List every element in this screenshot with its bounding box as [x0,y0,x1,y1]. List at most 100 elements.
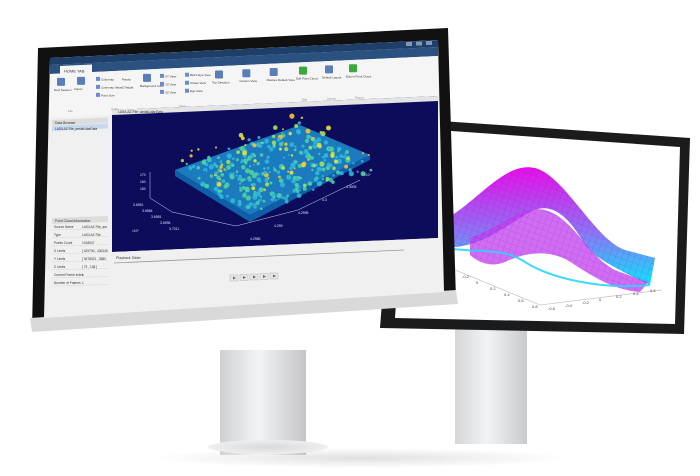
toolstrip-group-label: Color [111,107,118,111]
playback-controls [229,272,279,282]
toolstrip-icon [77,76,85,85]
toolstrip-button-colormap[interactable]: Colormap Parula [96,76,131,82]
toolstrip-button-import[interactable]: Import [74,76,85,91]
prev-icon[interactable] [239,274,249,281]
toolstrip-button-label: Export Point Cloud [346,74,371,78]
toolstrip-button-label: Edit Point Cloud [296,77,318,81]
playback-slider-track[interactable] [113,249,405,264]
playback-panel [112,238,438,300]
toolstrip-button-label: Custom View [239,79,257,83]
viewer-tab-strip [112,96,438,115]
first-icon[interactable] [229,274,239,282]
y-exponent-label: ×10⁶ [364,173,371,177]
toolstrip-button-ego-view[interactable]: Ego View [185,88,203,94]
toolstrip-button-new-session[interactable]: New Session [54,77,72,92]
z-tick-label: 160 [140,180,146,184]
z-tick-label: 170 [140,173,146,177]
last-icon[interactable] [269,272,279,280]
toolstrip-button-top-direction[interactable]: Top Direction [212,70,230,84]
app-window: HOME TAB New Session Import File Colormap Pa… [44,40,444,318]
info-row-value: 1 [82,273,84,277]
toolstrip-group-views: XY View YZ View XZ View Bird's Eye View Chas… [160,72,212,108]
info-panel-header [52,216,108,224]
data-browser-item-label: LAS/LAZ File_aerialLidarData [55,127,97,131]
toolstrip-group-label: View [179,104,186,108]
toolstrip-item-label: XY View [165,74,177,78]
minimize-button[interactable] [406,42,412,46]
toolstrip-button-restore-default-view[interactable]: Restore Default View [267,67,296,82]
tab-home[interactable] [60,64,92,75]
info-panel-title: Point Cloud Information [55,219,91,223]
maximize-button[interactable] [416,41,422,46]
toolstrip-button-label: Background Color [140,84,164,88]
info-row-key: Current Frame Index [54,273,84,277]
toolstrip-item-label: Point Size [101,93,115,97]
info-row-key: X Limits [54,249,66,253]
info-row: X Limits [ 429740 , 430145 [51,249,109,255]
toolstrip-item-value[interactable]: Parula [122,77,131,81]
x-tick-label: 3.6951 [133,203,143,207]
toolstrip-button-point-size[interactable]: Point Size [96,92,115,98]
play-icon[interactable] [249,273,259,281]
toolstrip-item-value[interactable]: Z Height [122,85,134,89]
toolstrip-button-label: Top Direction [212,80,230,84]
x-tick-label: 3.6981 [151,215,161,219]
toolstrip-icon [160,89,164,94]
toolstrip-group-custom: Top Direction Custom View Restore Default … [212,67,296,84]
toolstrip-group-label: Edit [302,98,307,102]
info-row: Points Count 1018047 [51,241,109,247]
info-row-value: 1018047 [82,241,95,245]
toolstrip-button-chase-view[interactable]: Chase View [185,80,207,86]
info-row: Y Limits [ 3678021 , 3680 [51,257,109,263]
info-row-key: Z Limits [54,265,66,269]
back-monitor-stand [455,326,527,444]
y-tick-label: 4.3 [322,198,327,202]
info-row-value: [ 429740 , 430145 [82,249,108,253]
toolstrip-group-label: File [68,109,73,113]
toolstrip-group-label: Export [355,95,364,99]
toolstrip-button-edit-point-cloud[interactable]: Edit Point Cloud [296,66,318,81]
toolstrip-button-label: New Session [54,88,72,92]
viewer-axes: 170 160 150 3.6951 3.6966 3.6981 3.6996 3.7011 4… [132,172,371,241]
window-controls [406,41,432,46]
toolstrip-button-bird-s-eye-view[interactable]: Bird's Eye View [185,72,212,78]
toolstrip-button-default-layout[interactable]: Default Layout [322,65,342,79]
toolstrip-icon [96,76,100,81]
toolstrip-icon [96,84,100,89]
x-tick-label: 3.7011 [169,227,179,231]
toolstrip-button-colormap-value[interactable]: Colormap Value Z Height [96,84,134,90]
data-browser-item[interactable] [52,123,108,132]
toolstrip-icon [215,70,223,79]
point-cloud [175,113,373,222]
toolstrip-button-yz-view[interactable]: YZ View [160,81,177,87]
toolstrip-icon [299,66,307,75]
toolstrip-icon [185,72,189,77]
toolstrip-group-colormap: Colormap Parula Colormap Value Z Height Poin… [96,76,134,111]
x-tick-label: 3.6996 [160,221,170,225]
x-exponent-label: ×10⁵ [132,229,139,233]
y-tick-label: 4.2995 [298,211,308,215]
title-bar [50,40,438,65]
z-tick-label: 150 [140,187,146,191]
toolstrip-button-background-color[interactable]: Background Color [140,73,164,88]
toolstrip-group-label: Layout [327,96,336,100]
y-tick-label: 4.2985 [250,237,260,241]
info-row-key: Number of Frames [54,281,81,285]
close-button[interactable] [426,41,432,45]
info-row-value: 1 [82,281,84,285]
toolstrip-group-file: New Session Import File [54,76,85,113]
info-row: Source Name LAS/LAZ File_aer [51,225,108,231]
viewer-tab-label[interactable]: LAS/LAZ File: aerialLidarData [118,110,163,114]
x-tick-label: 3.6966 [142,209,152,213]
toolstrip-button-label: Default Layout [322,75,342,79]
y-tick-label: 4.299 [274,224,283,228]
next-icon[interactable] [259,273,269,280]
y-tick-label: 4.3005 [346,185,356,189]
toolstrip-button-xz-view[interactable]: XZ View [160,89,177,95]
info-row-key: Type [54,233,61,237]
toolstrip-button-custom-view[interactable]: Custom View [239,69,258,83]
toolstrip-button-xy-view[interactable]: XY View [160,73,177,79]
toolstrip-button-export-point-cloud[interactable]: Export Point Cloud [346,64,371,78]
